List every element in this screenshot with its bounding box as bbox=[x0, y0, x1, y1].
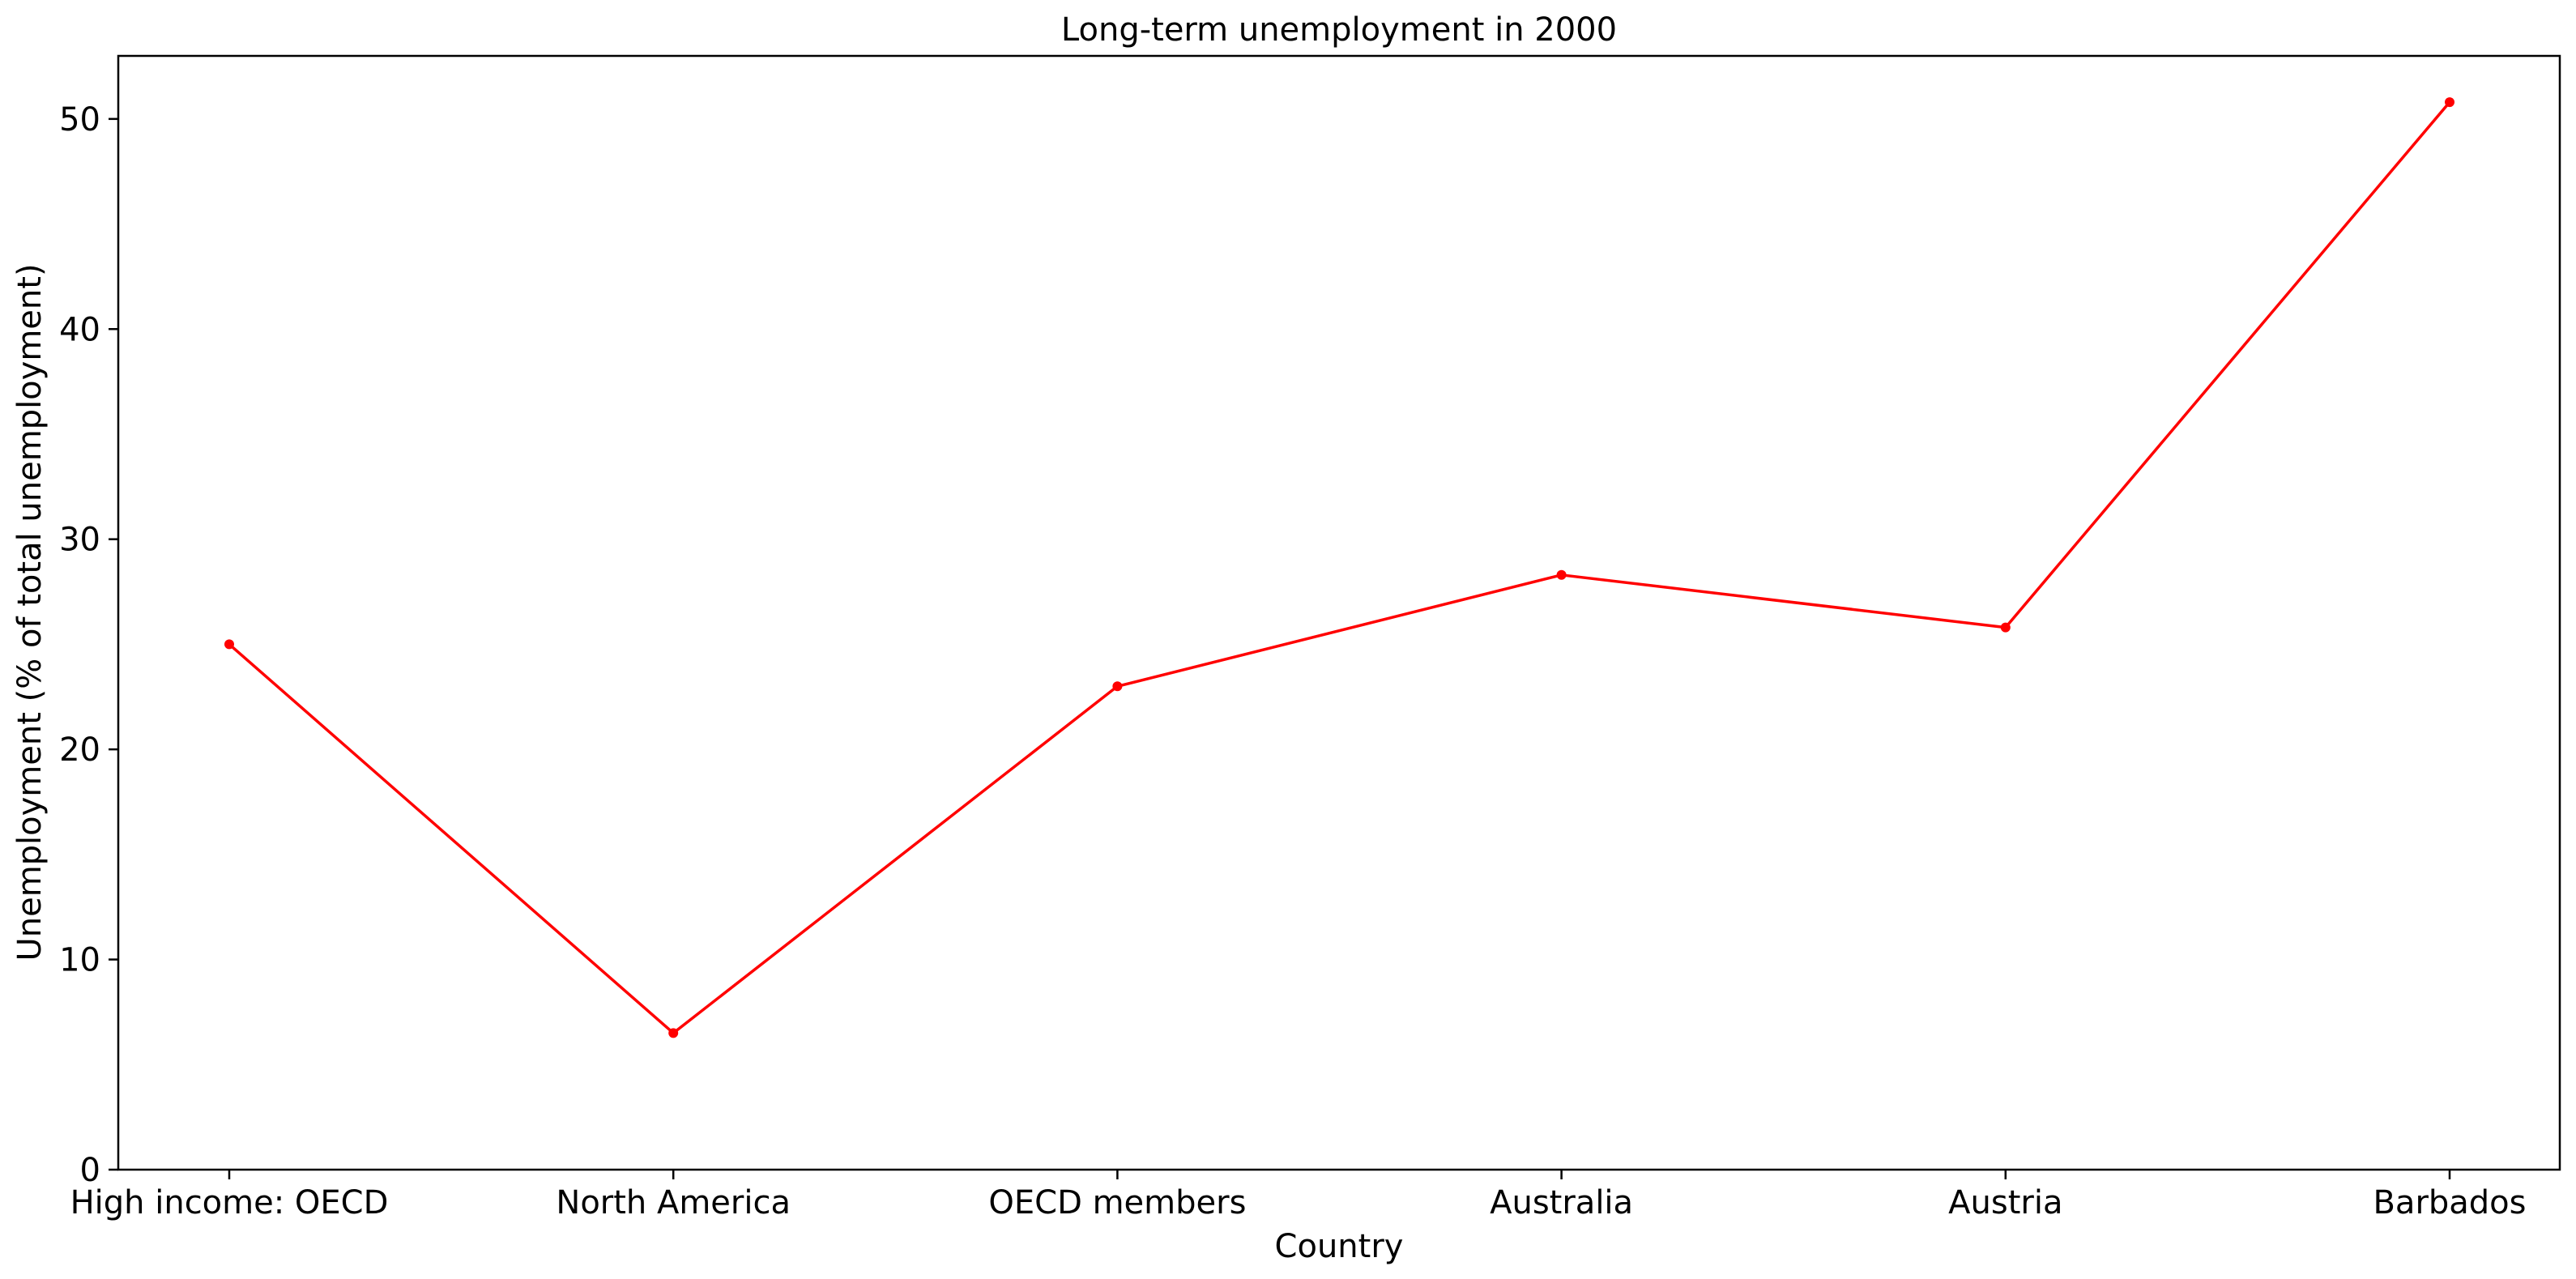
x-axis: High income: OECD North America OECD membe… bbox=[70, 1170, 2527, 1221]
x-tick-label: Australia bbox=[1490, 1184, 1633, 1221]
series-layer bbox=[224, 97, 2454, 1038]
y-axis-label: Unemployment (% of total unemployment) bbox=[11, 263, 49, 961]
x-tick-label: OECD members bbox=[988, 1184, 1246, 1221]
y-axis: 0 10 20 30 40 50 bbox=[59, 101, 118, 1189]
data-point bbox=[2445, 97, 2454, 108]
series-line bbox=[228, 100, 2451, 1035]
x-tick-label: High income: OECD bbox=[70, 1184, 389, 1221]
data-point bbox=[668, 1028, 679, 1038]
chart-title: Long-term unemployment in 2000 bbox=[1061, 11, 1617, 49]
y-tick-label: 50 bbox=[59, 101, 100, 139]
x-tick-label: Austria bbox=[1948, 1184, 2062, 1221]
x-axis-label: Country bbox=[1275, 1228, 1404, 1265]
plot-area bbox=[117, 54, 2561, 1171]
data-point bbox=[1112, 681, 1123, 692]
y-tick-label: 10 bbox=[59, 942, 100, 979]
y-tick-label: 30 bbox=[59, 522, 100, 559]
y-tick-label: 20 bbox=[59, 731, 100, 769]
data-point bbox=[1556, 569, 1567, 580]
x-tick-label: North America bbox=[556, 1184, 791, 1221]
y-tick-label: 40 bbox=[59, 311, 100, 348]
x-tick-label: Barbados bbox=[2373, 1184, 2526, 1221]
data-point bbox=[2000, 622, 2011, 633]
y-tick-label: 0 bbox=[80, 1152, 100, 1189]
data-point bbox=[224, 639, 234, 650]
